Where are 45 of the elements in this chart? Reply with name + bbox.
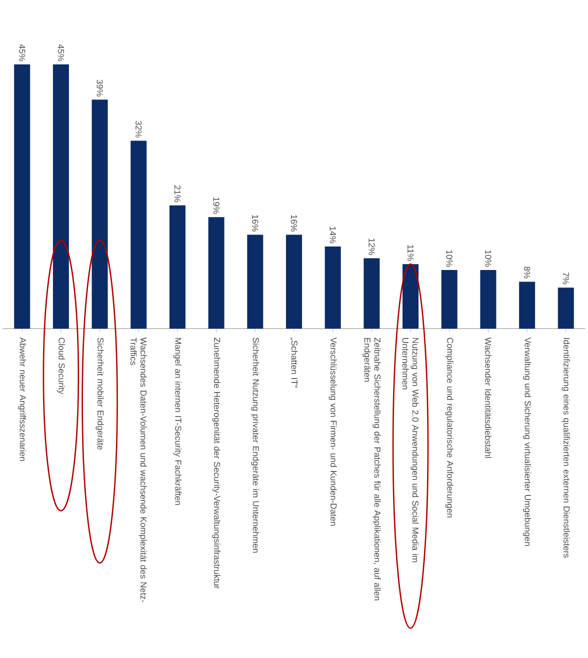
x-tick-label: Wachsender Identitätsdiebstahl	[485, 337, 492, 458]
bar	[52, 64, 69, 329]
bar	[480, 270, 496, 329]
data-label: 10%	[485, 250, 492, 267]
bar	[441, 270, 458, 329]
x-tick-label: Mangel an internen IT-Security Fachkräften	[173, 338, 182, 505]
x-tick-label: Compliance und regulatorische Anforderungen	[445, 338, 454, 518]
data-label: 21%	[174, 186, 181, 202]
x-tick-label: Wachsendes Daten-Volumen und wachsende Komplexität des Netz-Traffics	[130, 337, 147, 602]
bar	[286, 234, 302, 329]
bar	[169, 205, 186, 329]
x-tick-label: Sicherheit mobiler Endgeräte	[96, 338, 104, 450]
data-label: 7%	[562, 272, 569, 284]
bar	[402, 264, 419, 329]
bar	[247, 234, 264, 329]
bar	[324, 246, 341, 329]
bar	[14, 64, 30, 329]
x-tick-label: Abwehr neuer Angriffsszenarien	[18, 337, 26, 461]
bar	[519, 282, 536, 329]
bar	[130, 140, 147, 329]
data-label: 19%	[213, 197, 220, 214]
data-label: 14%	[330, 226, 336, 244]
bar	[208, 217, 224, 329]
x-tick-label: Zeitnahe Sicherstellung der Patches für alle Applikationen, auf allen Endgeräten	[362, 338, 381, 600]
data-label: 32%	[136, 120, 142, 138]
bar	[558, 288, 574, 329]
x-tick-label: Sicherheit Nutzung privater Endgeräte im Unternehmen	[251, 338, 260, 553]
data-label: 12%	[368, 238, 375, 255]
x-tick-label: Nutzung von Web 2.0 Anwendungen und Social Media im Unternehmen	[402, 338, 419, 562]
data-label: 11%	[408, 245, 414, 261]
bar	[92, 100, 108, 329]
data-label: 45%	[58, 44, 64, 62]
data-label: 10%	[446, 250, 452, 267]
data-label: 39%	[96, 80, 103, 96]
data-label: 8%	[524, 266, 530, 278]
x-tick-label: Identifizierung eines qualifizierten externen Dienstleisters	[562, 338, 570, 558]
bar	[364, 258, 380, 329]
data-label: 16%	[252, 215, 258, 232]
x-tick-label: Zunehmende Heterogenität der Security-Verwaltungsinfrastruktur	[212, 338, 220, 589]
x-tick-label: Verwaltung und Sicherung virtualisierter Umgebungen	[523, 337, 532, 546]
x-tick-label: Cloud Security	[56, 338, 65, 394]
x-tick-label: Verschlüsselung von Firmen- und Kunden-Daten	[328, 337, 337, 526]
x-tick-label: „Schatten IT“	[290, 338, 298, 388]
data-label: 45%	[19, 44, 26, 62]
data-label: 16%	[290, 215, 298, 232]
